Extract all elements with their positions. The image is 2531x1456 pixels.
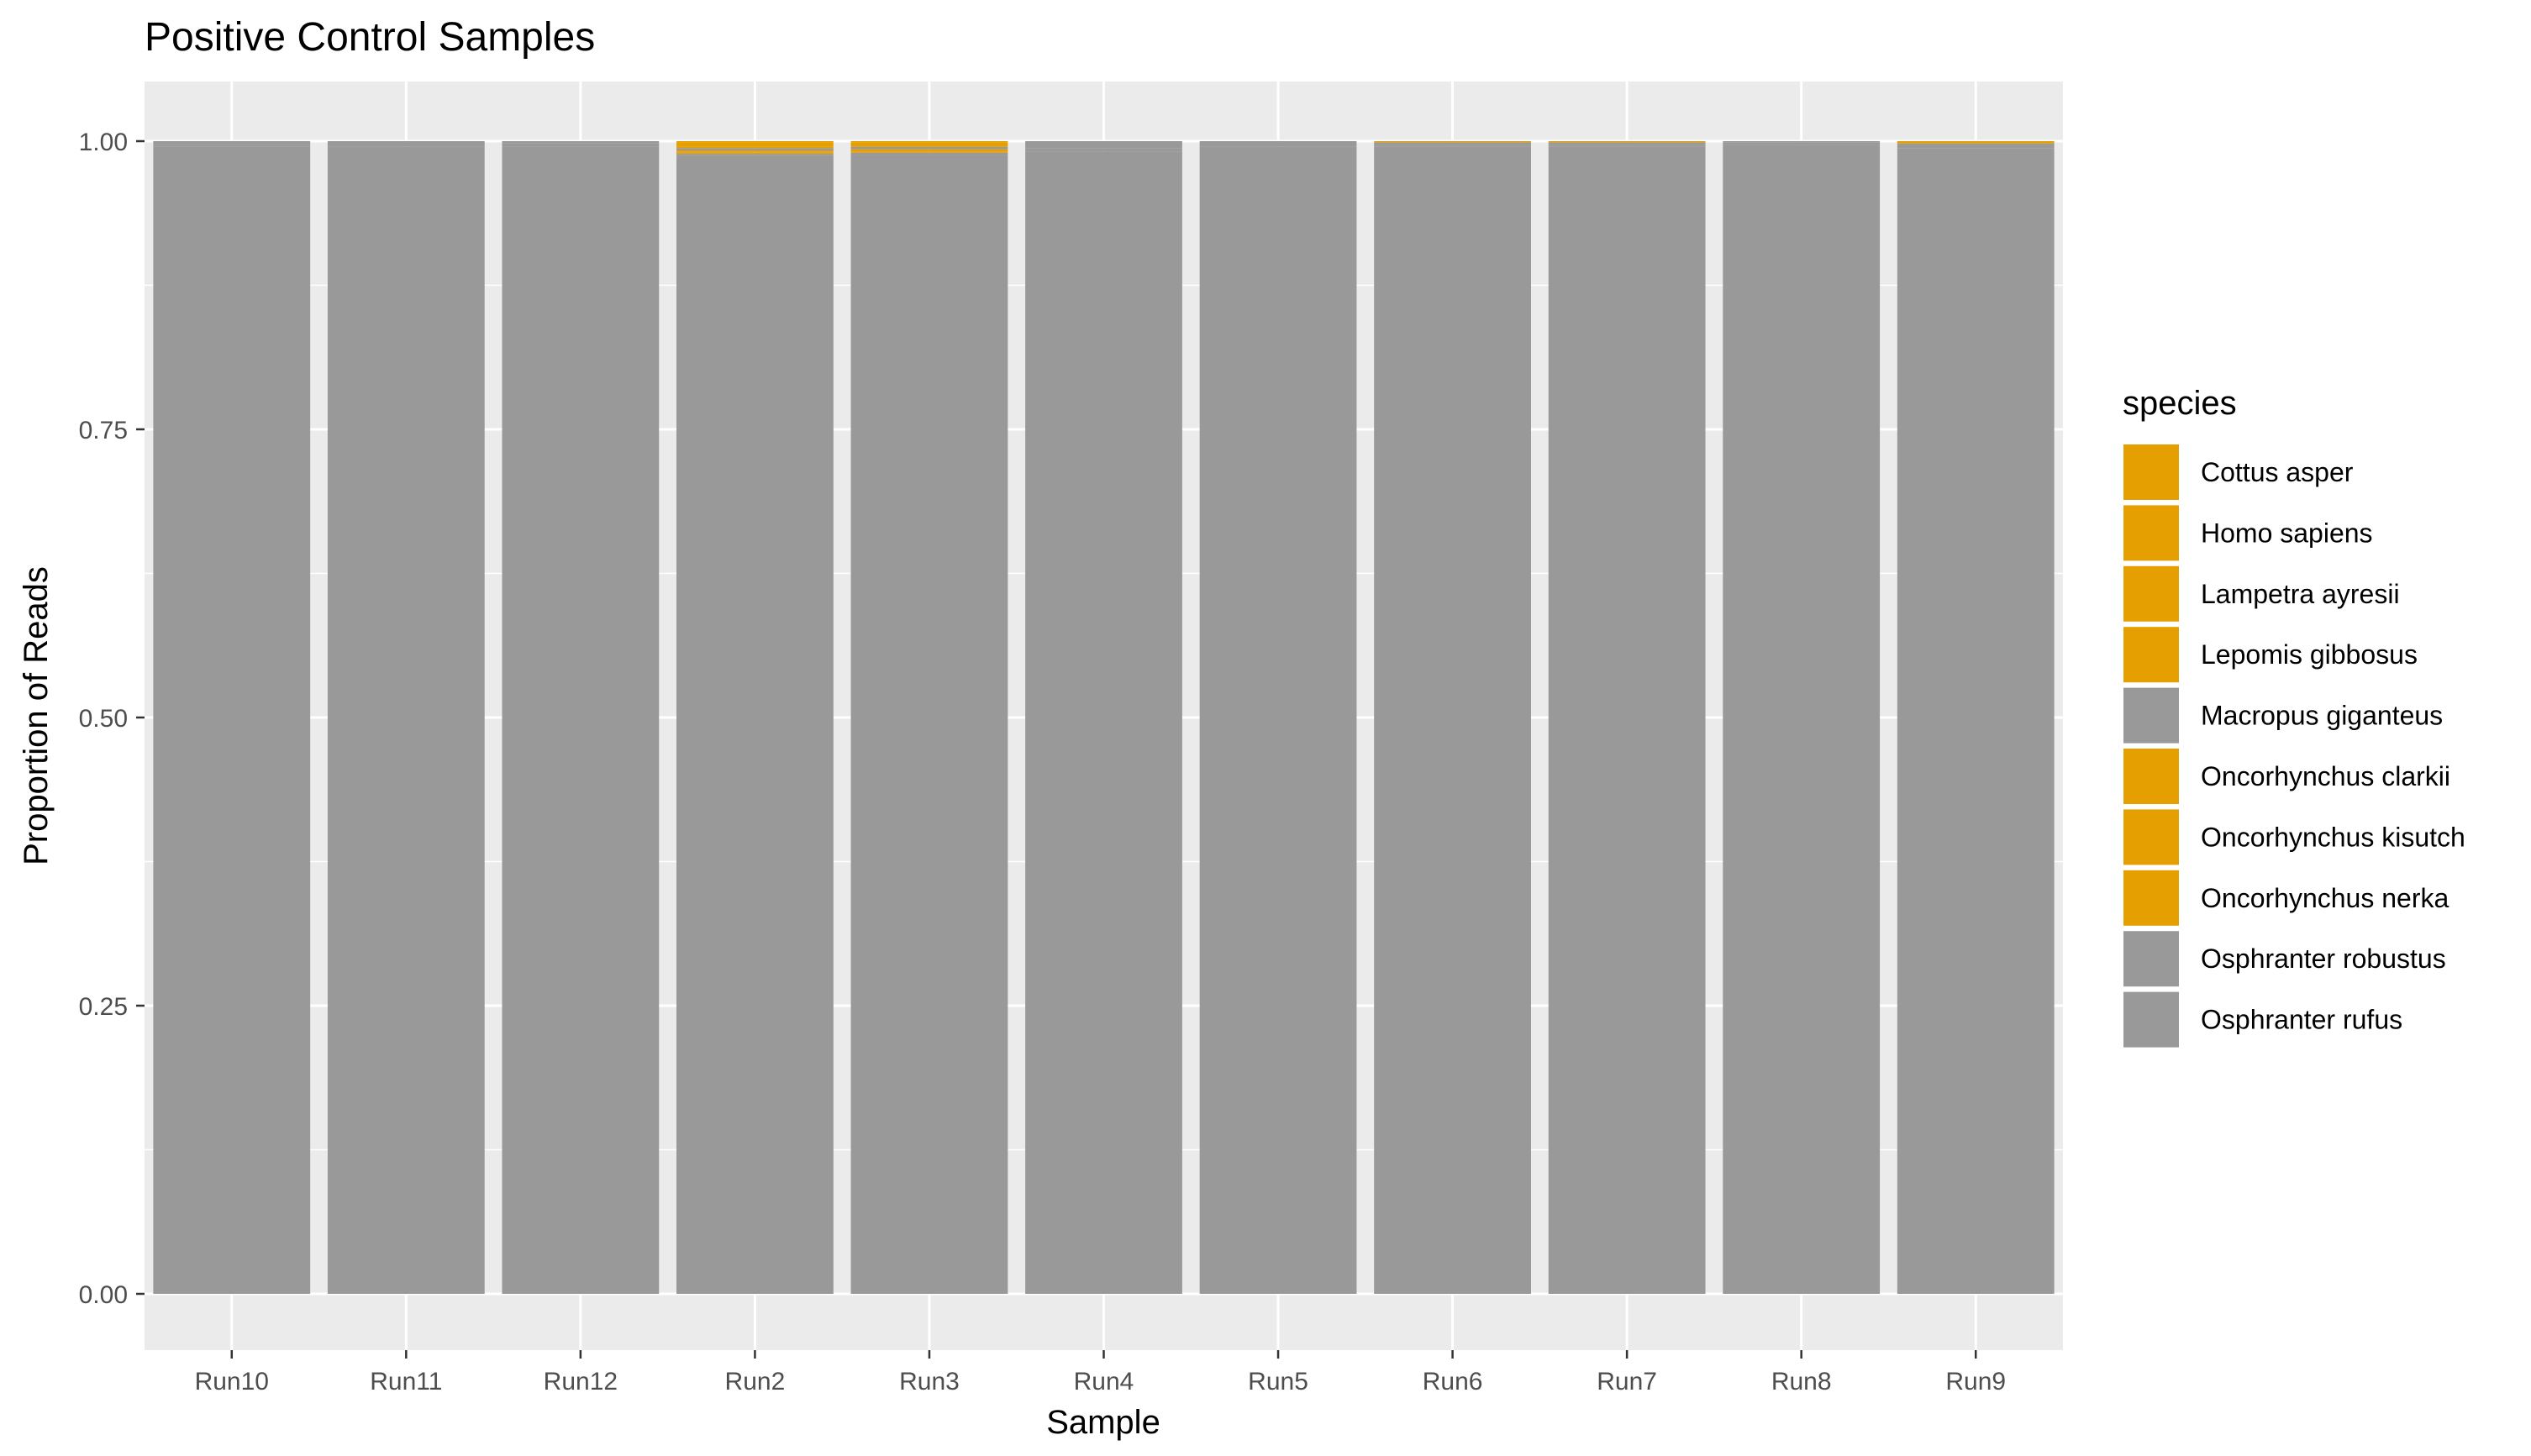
bar-segment	[1723, 145, 1881, 1295]
legend-label: Lepomis gibbosus	[2201, 639, 2418, 670]
x-tick-label: Run5	[1248, 1368, 1308, 1396]
bar-segment	[850, 152, 1008, 155]
bar-segment	[1199, 150, 1357, 1295]
legend-label: Osphranter rufus	[2201, 1005, 2402, 1035]
x-tick-label: Run12	[544, 1368, 618, 1396]
x-tick-label: Run2	[725, 1368, 786, 1396]
bar-segment	[1199, 141, 1357, 147]
bar-segment	[502, 143, 660, 147]
legend-key	[2122, 564, 2181, 623]
bar-segment	[1723, 141, 1881, 143]
legend-key	[2122, 686, 2181, 745]
bar-segment	[676, 145, 834, 147]
legend-key	[2122, 503, 2181, 563]
legend-label: Oncorhynchus clarkii	[2201, 761, 2450, 791]
bar-segment	[153, 146, 311, 1295]
x-tick-label: Run6	[1423, 1368, 1483, 1396]
x-tick-label: Run3	[899, 1368, 960, 1396]
legend-key	[2122, 990, 2181, 1049]
bar-segment	[153, 141, 311, 145]
bar-segment	[1025, 151, 1182, 1294]
bar-segment	[327, 141, 485, 147]
y-tick-label: 0.75	[79, 417, 128, 444]
bar-segment	[676, 155, 834, 1295]
legend-label: Oncorhynchus kisutch	[2201, 822, 2465, 852]
legend-label: Lampetra ayresii	[2201, 579, 2400, 609]
legend-key	[2122, 868, 2181, 928]
bar-segment	[676, 151, 834, 153]
bar-segment	[502, 141, 660, 144]
legend: species Cottus asper Homo sapiens Lampetra…	[2122, 385, 2465, 1049]
legend-label: Osphranter robustus	[2201, 944, 2446, 974]
bar-segment	[1548, 141, 1706, 143]
bar-segment	[327, 146, 485, 150]
bar-segment	[676, 152, 834, 155]
bar-segment	[850, 145, 1008, 147]
chart-title: Positive Control Samples	[145, 15, 595, 60]
bar-segment	[850, 150, 1008, 152]
bar-segment	[1897, 145, 2055, 149]
bar-segment	[153, 145, 311, 147]
legend-title: species	[2123, 385, 2237, 422]
bar-segment	[1374, 145, 1531, 147]
bar-segment	[850, 155, 1008, 1295]
legend-key	[2122, 929, 2181, 989]
bar-segment	[1897, 143, 2055, 146]
bar-segment	[1897, 141, 2055, 144]
y-axis: 0.00 0.25 0.50 0.75 1.00	[79, 129, 145, 1309]
bar-segment	[1723, 142, 1881, 145]
y-axis-title: Proportion of Reads	[18, 566, 55, 865]
legend-label: Macropus giganteus	[2201, 701, 2443, 731]
bar-segment	[1548, 146, 1706, 1295]
bar-segment	[1374, 142, 1531, 145]
bar-segment	[327, 150, 485, 1295]
bar-segment	[676, 142, 834, 146]
bars	[153, 141, 2055, 1295]
bar-segment	[850, 151, 1008, 153]
x-axis: Run10 Run11 Run12 Run2 Run3 Run4 Run5 Run6 Run7 R…	[195, 1350, 2006, 1396]
bar-segment	[676, 154, 834, 156]
legend-key	[2122, 443, 2181, 502]
legend-label: Homo sapiens	[2201, 518, 2373, 548]
bar-segment	[502, 146, 660, 1295]
x-tick-label: Run10	[195, 1368, 269, 1396]
bar-segment	[850, 146, 1008, 150]
x-tick-label: Run11	[370, 1368, 442, 1396]
bar-segment	[1548, 142, 1706, 145]
legend-key	[2122, 625, 2181, 685]
x-axis-title: Sample	[1046, 1404, 1160, 1441]
bar-segment	[850, 142, 1008, 146]
bar-segment	[1025, 141, 1182, 149]
bar-segment	[1374, 141, 1531, 143]
y-tick-label: 0.00	[79, 1281, 128, 1309]
x-tick-label: Run9	[1945, 1368, 2006, 1396]
y-tick-label: 0.25	[79, 993, 128, 1021]
legend-label: Oncorhynchus nerka	[2201, 883, 2449, 913]
x-tick-label: Run7	[1597, 1368, 1657, 1396]
y-tick-label: 0.50	[79, 705, 128, 733]
bar-segment	[1025, 148, 1182, 152]
x-tick-label: Run4	[1074, 1368, 1134, 1396]
bar-segment	[1374, 146, 1531, 1295]
bar-segment	[676, 150, 834, 152]
bar-segment	[676, 146, 834, 149]
legend-key	[2122, 807, 2181, 867]
bar-segment	[676, 148, 834, 150]
legend-label: Cottus asper	[2201, 457, 2354, 487]
y-tick-label: 1.00	[79, 129, 128, 156]
legend-key	[2122, 747, 2181, 806]
bar-segment	[1199, 146, 1357, 150]
x-tick-label: Run8	[1771, 1368, 1832, 1396]
bar-segment	[1897, 148, 2055, 1295]
bar-segment	[676, 141, 834, 143]
bar-segment	[1548, 145, 1706, 147]
bar-segment	[850, 141, 1008, 143]
